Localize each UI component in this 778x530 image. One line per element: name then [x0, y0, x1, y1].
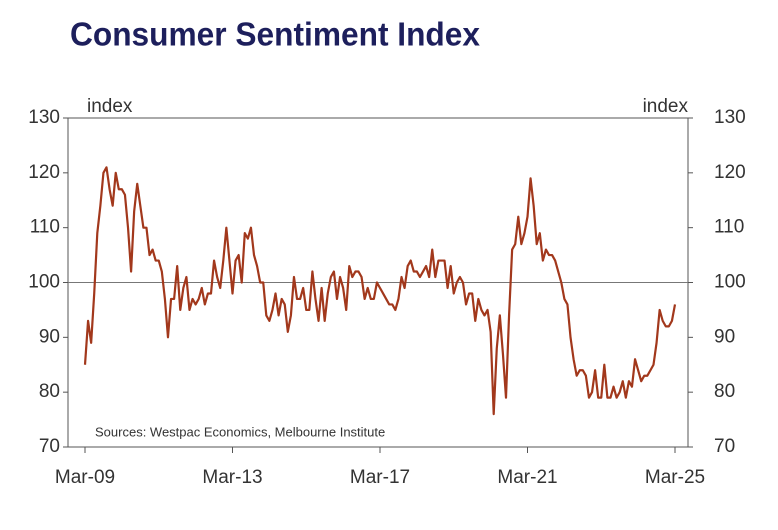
y2-tick-label: 70 [714, 436, 735, 457]
y2-tick-label: 110 [714, 217, 744, 238]
x-tick-label: Mar-17 [350, 467, 410, 488]
y2-tick-label: 80 [714, 381, 735, 402]
x-tick-label: Mar-09 [55, 467, 115, 488]
source-note: Sources: Westpac Economics, Melbourne In… [95, 424, 385, 439]
y-axis-label: index [87, 96, 133, 117]
y-tick-label: 120 [28, 162, 60, 183]
x-tick-label: Mar-13 [202, 467, 262, 488]
y2-tick-label: 120 [714, 162, 746, 183]
y-tick-label: 110 [30, 217, 60, 238]
y2-tick-label: 130 [714, 107, 746, 128]
y-tick-label: 90 [39, 326, 60, 347]
x-tick-label: Mar-25 [645, 467, 705, 488]
y-tick-label: 80 [39, 381, 60, 402]
y-tick-label: 130 [28, 107, 60, 128]
y2-tick-label: 100 [714, 272, 746, 293]
data-line [83, 166, 677, 416]
y-tick-label: 70 [39, 436, 60, 457]
y2-axis-label: index [643, 96, 689, 117]
y-tick-label: 100 [28, 272, 60, 293]
chart-title: Consumer Sentiment Index [70, 16, 481, 53]
y2-tick-label: 90 [714, 326, 735, 347]
x-tick-label: Mar-21 [497, 467, 557, 488]
